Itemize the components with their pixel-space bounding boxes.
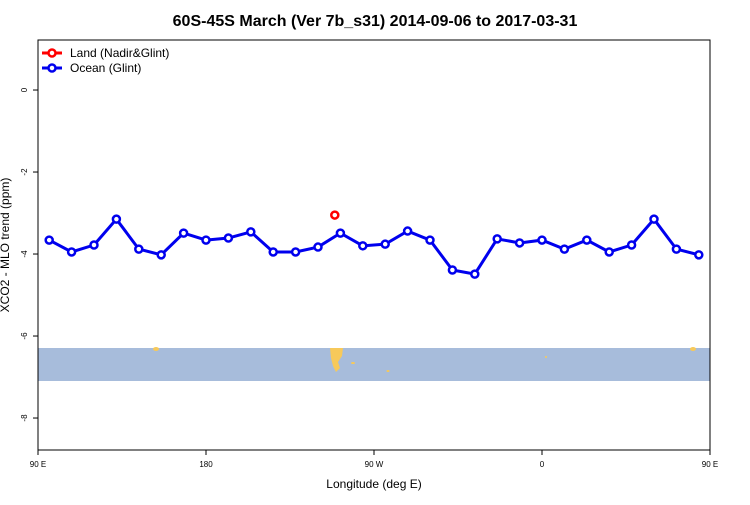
point bbox=[492, 234, 502, 244]
x-axis-label: Longitude (deg E) bbox=[326, 477, 421, 491]
legend-label: Land (Nadir&Glint) bbox=[70, 46, 169, 60]
point bbox=[66, 247, 77, 257]
point bbox=[582, 235, 592, 245]
point bbox=[358, 241, 368, 251]
legend-label: Ocean (Glint) bbox=[70, 61, 141, 75]
point bbox=[201, 235, 211, 245]
point bbox=[335, 228, 346, 238]
x-tick-label: 90 E bbox=[30, 460, 46, 469]
point bbox=[330, 210, 340, 220]
point bbox=[111, 214, 122, 224]
point bbox=[89, 240, 99, 250]
point bbox=[44, 235, 54, 245]
point bbox=[223, 233, 234, 243]
point bbox=[559, 244, 570, 254]
point bbox=[514, 238, 525, 248]
point bbox=[425, 235, 435, 245]
point bbox=[626, 240, 637, 250]
y-tick-label: 0 bbox=[20, 87, 29, 92]
legend-marker bbox=[47, 48, 57, 58]
point bbox=[156, 250, 166, 260]
point bbox=[134, 244, 144, 254]
x-tick-label: 90 W bbox=[365, 460, 384, 469]
y-axis-label: XCO2 - MLO trend (ppm) bbox=[0, 178, 12, 313]
y-tick-label: -8 bbox=[20, 414, 29, 422]
y-tick-label: -6 bbox=[20, 332, 29, 340]
chart-title: 60S-45S March (Ver 7b_s31) 2014-09-06 to… bbox=[173, 13, 578, 30]
point bbox=[447, 265, 458, 275]
y-tick-label: -4 bbox=[20, 250, 29, 258]
point bbox=[694, 250, 704, 260]
point bbox=[537, 235, 547, 245]
ocean-map-band bbox=[38, 348, 710, 381]
point bbox=[178, 228, 189, 238]
point bbox=[290, 247, 301, 257]
point bbox=[649, 214, 659, 224]
x-tick-label: 90 E bbox=[702, 460, 718, 469]
point bbox=[268, 247, 278, 257]
series-line bbox=[48, 216, 700, 276]
point bbox=[470, 269, 480, 279]
x-tick-label: 0 bbox=[540, 460, 545, 469]
point bbox=[313, 242, 323, 252]
y-tick-label: -2 bbox=[20, 168, 29, 176]
point bbox=[604, 247, 614, 257]
point bbox=[402, 226, 413, 236]
point bbox=[246, 227, 256, 237]
point bbox=[671, 244, 682, 254]
point bbox=[380, 239, 390, 249]
x-tick-label: 180 bbox=[199, 460, 213, 469]
legend-marker bbox=[47, 63, 57, 73]
land-map-shapes bbox=[153, 347, 696, 372]
